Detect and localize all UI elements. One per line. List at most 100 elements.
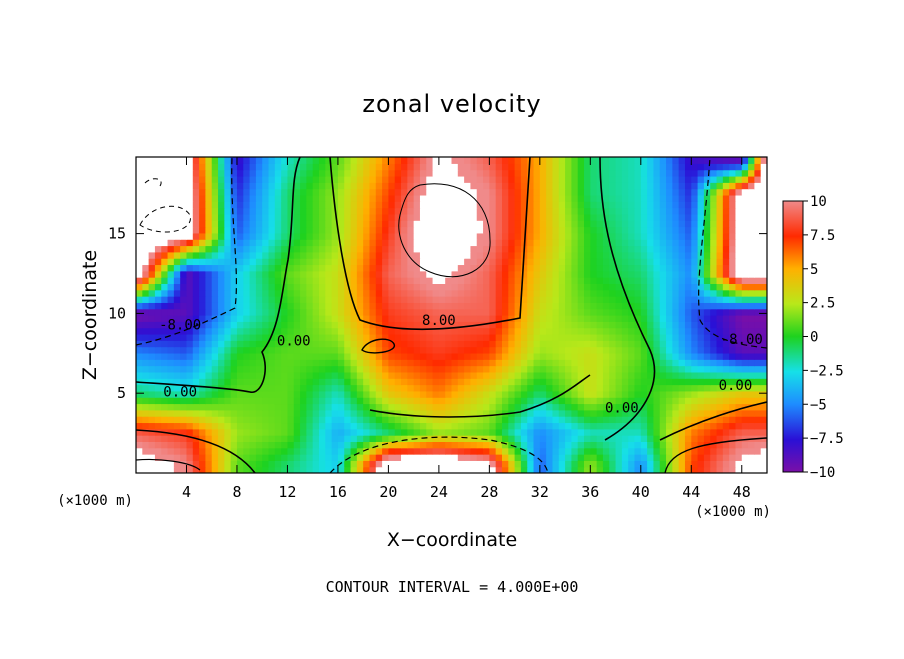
- heatmap-cell: [634, 182, 642, 190]
- heatmap-cell: [413, 327, 421, 335]
- heatmap-cell: [508, 169, 516, 177]
- heatmap-cell: [356, 283, 364, 291]
- heatmap-cell: [716, 207, 724, 215]
- heatmap-cell: [741, 428, 749, 436]
- heatmap-cell: [199, 175, 207, 183]
- heatmap-cell: [192, 182, 200, 190]
- heatmap-cell: [634, 308, 642, 316]
- heatmap-cell: [337, 213, 345, 221]
- heatmap-cell: [426, 157, 434, 164]
- heatmap-cell: [584, 264, 591, 272]
- heatmap-cell: [161, 239, 169, 247]
- heatmap-cell: [735, 454, 743, 461]
- heatmap-cell: [539, 390, 547, 398]
- heatmap-cell: [735, 289, 743, 297]
- heatmap-cell: [684, 232, 692, 240]
- heatmap-cell: [520, 428, 528, 436]
- heatmap-cell: [495, 447, 503, 455]
- heatmap-cell: [628, 447, 636, 455]
- heatmap-cell: [268, 188, 276, 196]
- heatmap-cell: [211, 258, 219, 266]
- heatmap-cell: [476, 327, 484, 335]
- heatmap-cell: [558, 289, 566, 297]
- heatmap-cell: [148, 308, 156, 316]
- heatmap-cell: [501, 188, 509, 196]
- heatmap-cell: [476, 435, 484, 442]
- heatmap-cell: [546, 188, 554, 196]
- heatmap-cell: [331, 466, 339, 473]
- heatmap-cell: [363, 454, 371, 461]
- heatmap-cell: [703, 454, 711, 461]
- heatmap-cell: [173, 207, 181, 215]
- heatmap-cell: [527, 277, 535, 284]
- heatmap-cell: [697, 352, 705, 360]
- heatmap-cell: [363, 308, 371, 316]
- heatmap-cell: [306, 409, 314, 417]
- heatmap-cell: [577, 333, 585, 341]
- heatmap-cell: [356, 365, 364, 373]
- heatmap-cell: [249, 384, 257, 392]
- heatmap-cell: [565, 277, 572, 284]
- heatmap-cell: [666, 289, 673, 297]
- heatmap-cell: [426, 460, 434, 468]
- heatmap-cell: [565, 239, 572, 247]
- heatmap-cell: [647, 365, 655, 373]
- heatmap-cell: [318, 270, 326, 278]
- heatmap-cell: [621, 258, 629, 266]
- heatmap-cell: [748, 188, 755, 196]
- heatmap-cell: [609, 232, 617, 240]
- heatmap-cell: [754, 447, 762, 455]
- heatmap-cell: [401, 371, 408, 379]
- heatmap-cell: [438, 371, 446, 379]
- heatmap-cell: [199, 447, 207, 455]
- heatmap-cell: [382, 270, 389, 278]
- heatmap-cell: [180, 327, 188, 335]
- heatmap-cell: [609, 277, 617, 284]
- heatmap-cell: [211, 289, 219, 297]
- heatmap-cell: [224, 428, 232, 436]
- heatmap-cell: [571, 213, 579, 221]
- heatmap-cell: [729, 289, 737, 297]
- heatmap-cell: [369, 251, 377, 259]
- heatmap-cell: [419, 308, 427, 316]
- heatmap-cell: [684, 289, 692, 297]
- heatmap-cell: [735, 201, 743, 209]
- heatmap-cell: [584, 207, 591, 215]
- heatmap-cell: [584, 296, 591, 303]
- heatmap-cell: [533, 416, 541, 424]
- heatmap-cell: [205, 245, 213, 253]
- heatmap-cell: [672, 397, 680, 405]
- heatmap-cell: [489, 277, 497, 284]
- heatmap-cell: [735, 466, 743, 473]
- heatmap-cell: [199, 194, 207, 202]
- heatmap-cell: [539, 220, 547, 228]
- heatmap-cell: [318, 213, 326, 221]
- heatmap-cell: [520, 182, 528, 190]
- heatmap-cell: [394, 296, 402, 303]
- heatmap-cell: [331, 232, 339, 240]
- heatmap-cell: [413, 188, 421, 196]
- heatmap-cell: [501, 157, 509, 164]
- heatmap-cell: [741, 302, 749, 310]
- heatmap-cell: [419, 258, 427, 266]
- heatmap-cell: [653, 308, 661, 316]
- heatmap-cell: [445, 365, 453, 373]
- heatmap-cell: [255, 346, 263, 354]
- heatmap-cell: [413, 296, 421, 303]
- heatmap-cell: [476, 390, 484, 398]
- heatmap-cell: [293, 175, 301, 183]
- heatmap-cell: [306, 289, 314, 297]
- heatmap-cell: [552, 270, 560, 278]
- heatmap-cell: [520, 258, 528, 266]
- heatmap-cell: [426, 333, 434, 341]
- heatmap-cell: [760, 315, 767, 322]
- heatmap-cell: [136, 352, 143, 360]
- heatmap-cell: [369, 245, 377, 253]
- heatmap-cell: [451, 447, 459, 455]
- heatmap-cell: [634, 232, 642, 240]
- heatmap-cell: [653, 213, 661, 221]
- heatmap-cell: [571, 416, 579, 424]
- heatmap-cell: [495, 454, 503, 461]
- heatmap-cell: [419, 441, 427, 449]
- heatmap-cell: [218, 390, 225, 398]
